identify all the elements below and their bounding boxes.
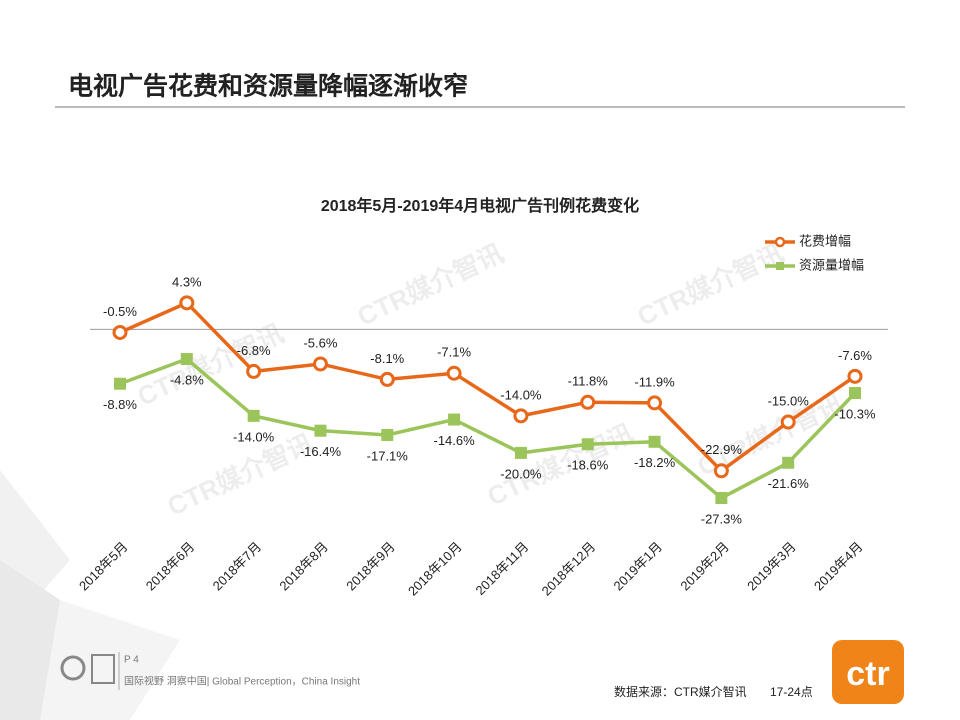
point <box>448 413 461 426</box>
legend-marker <box>776 262 784 270</box>
data-label: -20.0% <box>500 466 542 481</box>
data-label: -7.6% <box>838 348 872 363</box>
series-line <box>119 300 856 474</box>
data-label: -18.6% <box>567 458 609 473</box>
cert-icon <box>91 654 115 684</box>
legend-label: 花费增幅 <box>799 233 851 248</box>
decor <box>40 600 180 720</box>
point <box>112 324 128 340</box>
point <box>312 356 328 372</box>
point <box>314 424 327 437</box>
point <box>580 394 596 410</box>
point <box>581 438 594 451</box>
chart-title: 2018年5月-2019年4月电视广告刊例花费变化 <box>321 196 639 215</box>
data-label: -5.6% <box>303 335 337 350</box>
point <box>715 491 728 504</box>
data-label: -0.5% <box>103 304 137 319</box>
legend-label: 资源量增幅 <box>799 257 864 272</box>
point <box>780 414 796 430</box>
data-label: -10.3% <box>834 406 876 421</box>
data-label: -17.1% <box>367 448 409 463</box>
source: 数据来源：CTR媒介智讯 <box>614 684 747 699</box>
data-label: -18.2% <box>634 455 676 470</box>
data-label: -15.0% <box>768 393 810 408</box>
page-number: P 4 <box>124 655 139 666</box>
data-label: -8.8% <box>103 397 137 412</box>
data-label: -11.9% <box>634 374 675 389</box>
point <box>647 395 663 411</box>
data-label: -16.4% <box>300 444 342 459</box>
point <box>847 368 863 384</box>
data-label: -14.0% <box>233 429 275 444</box>
point <box>379 371 395 387</box>
data-label: -14.6% <box>433 433 475 448</box>
point <box>849 387 861 400</box>
point <box>782 456 795 469</box>
data-label: -8.1% <box>370 351 404 366</box>
point <box>713 463 729 479</box>
legend-marker <box>774 236 786 248</box>
data-label: -27.3% <box>701 511 743 526</box>
point <box>247 409 260 422</box>
point <box>381 428 394 441</box>
data-label: -14.0% <box>500 387 542 402</box>
series-line <box>119 357 857 501</box>
footer: P 4 国际视野 洞察中国| Global Perception，China I… <box>60 640 904 704</box>
logo: ctr <box>846 655 889 693</box>
point <box>513 408 529 424</box>
data-label: 4.3% <box>172 274 202 289</box>
time-range: 17-24点 <box>770 685 813 699</box>
point <box>446 365 462 381</box>
logo-box <box>832 640 904 704</box>
point <box>114 377 126 390</box>
data-label: -21.6% <box>768 476 810 491</box>
point <box>514 446 527 459</box>
data-label: -11.8% <box>568 374 609 389</box>
point <box>180 353 193 366</box>
decor <box>0 560 90 720</box>
data-label: -7.1% <box>437 345 471 360</box>
point <box>246 363 262 379</box>
data-label: -6.8% <box>237 343 271 358</box>
cert-icon <box>60 655 86 681</box>
slide-title: 电视广告花费和资源量降幅逐渐收窄 <box>68 72 468 101</box>
data-label: -22.9% <box>701 442 743 457</box>
slogan: 国际视野 洞察中国| Global Perception，China Insig… <box>124 675 360 688</box>
point <box>179 295 195 311</box>
point <box>648 435 661 448</box>
data-label: -4.8% <box>170 372 204 387</box>
